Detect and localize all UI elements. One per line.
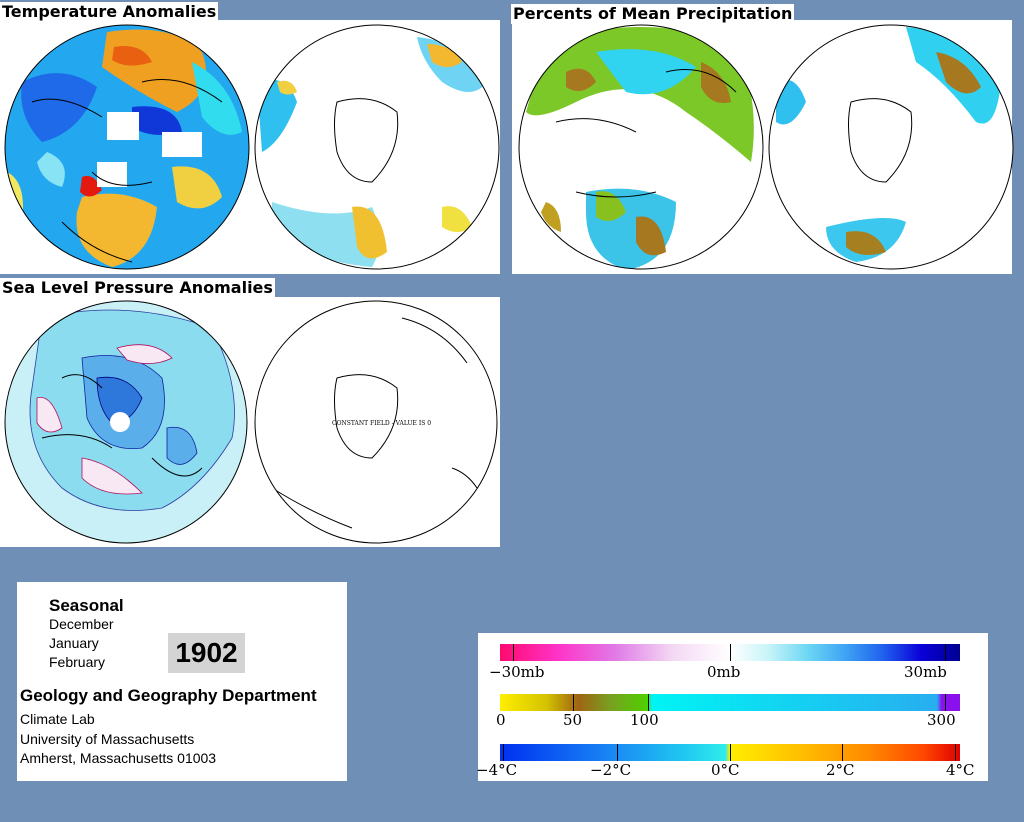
month-february: February [49, 654, 106, 670]
precipitation-south-map [768, 24, 1014, 270]
pressure-north-map [4, 300, 248, 544]
temperature-north-map [4, 24, 250, 270]
temp-label-4: 4°C [946, 761, 975, 779]
precip-label-100: 100 [630, 711, 659, 729]
info-box: Seasonal December January February 1902 … [17, 582, 347, 781]
pressure-label-min: −30mb [489, 663, 545, 681]
university-name: University of Massachusetts [20, 731, 195, 747]
temperature-south-map [254, 24, 500, 270]
pressure-label-max: 30mb [904, 663, 947, 681]
pressure-constant-note: CONSTANT FIELD - VALUE IS 0 [332, 420, 431, 427]
temp-label-minus2: −2°C [590, 761, 632, 779]
pressure-south-map: CONSTANT FIELD - VALUE IS 0 [254, 300, 498, 544]
precipitation-colorbar [500, 694, 960, 711]
precipitation-title: Percents of Mean Precipitation [511, 4, 795, 24]
precip-label-0: 0 [496, 711, 506, 729]
temp-label-0: 0°C [711, 761, 740, 779]
month-december: December [49, 616, 114, 632]
lab-name: Climate Lab [20, 711, 95, 727]
season-label: Seasonal [49, 596, 124, 615]
pressure-title: Sea Level Pressure Anomalies [0, 278, 275, 298]
temperature-title: Temperature Anomalies [0, 2, 219, 22]
department-name: Geology and Geography Department [20, 686, 317, 705]
legend-panel: −30mb 0mb 30mb 0 50 100 300 −4°C −2°C 0°… [476, 633, 988, 781]
temp-label-2: 2°C [826, 761, 855, 779]
pressure-colorbar [500, 644, 960, 661]
temperature-colorbar [500, 744, 960, 761]
precip-label-50: 50 [563, 711, 583, 729]
month-january: January [49, 635, 99, 651]
precipitation-north-map [518, 24, 764, 270]
address-line: Amherst, Massachusetts 01003 [20, 750, 217, 766]
temp-label-minus4: −4°C [476, 761, 518, 779]
precip-label-300: 300 [927, 711, 956, 729]
year-label: 1902 [168, 633, 245, 673]
pressure-label-mid: 0mb [707, 663, 741, 681]
